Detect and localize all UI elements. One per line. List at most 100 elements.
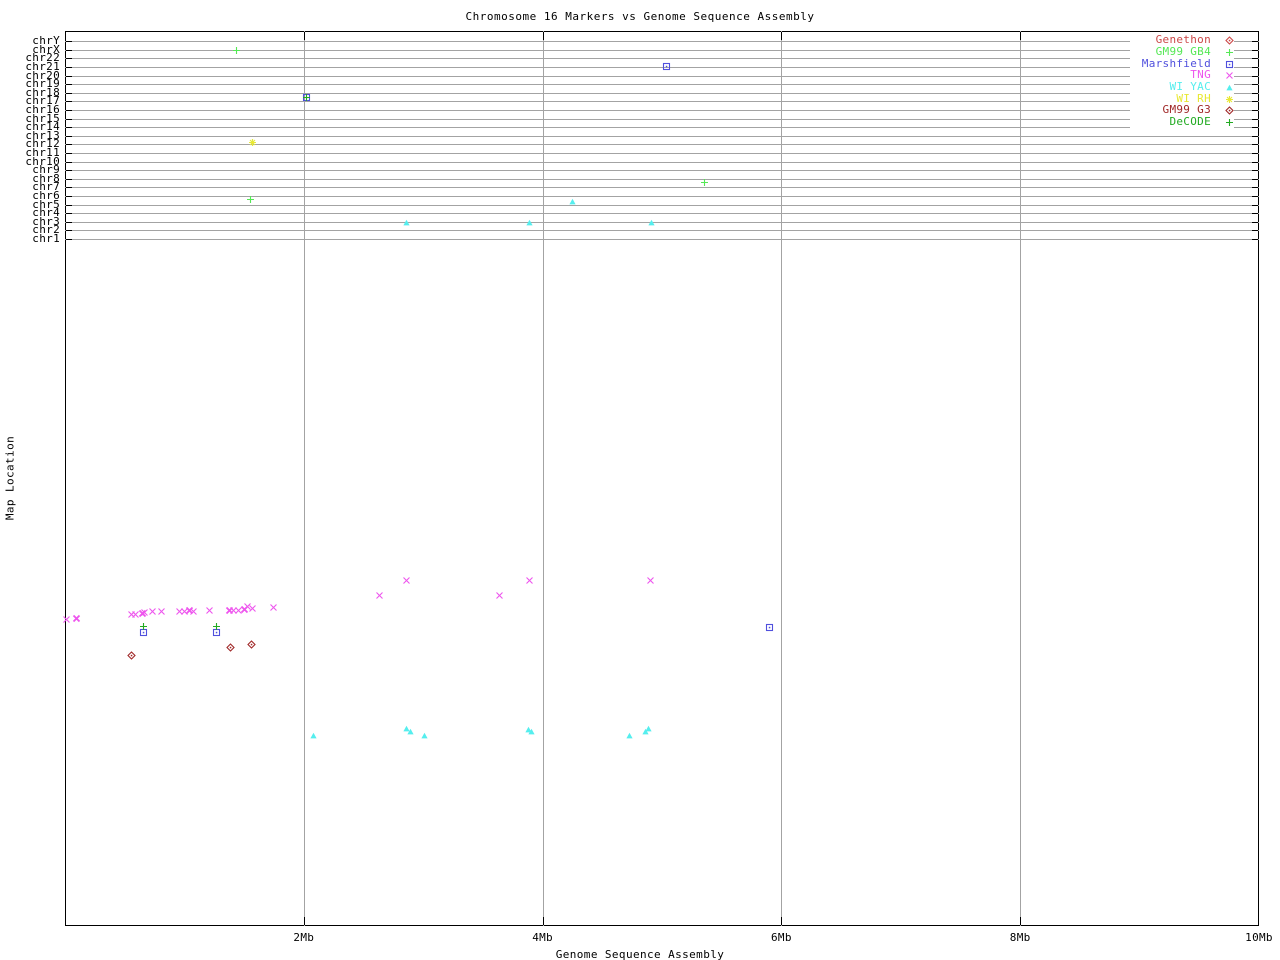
marker-gm99-g3 (226, 642, 236, 652)
x-tick-label: 8Mb (1009, 931, 1031, 944)
y-tick-right (1252, 92, 1258, 94)
y-tick-left (66, 187, 72, 189)
marker-tng (240, 604, 249, 613)
marker-tng (72, 613, 81, 622)
marker-tng (140, 607, 149, 617)
y-tick-right (1252, 213, 1258, 215)
marker-gm99-g3 (127, 650, 137, 661)
diamond-dot-icon (1225, 105, 1234, 116)
marker-tng (148, 606, 157, 616)
x-axis-title: Genome Sequence Assembly (555, 948, 725, 960)
chrom-row-line (65, 118, 1259, 120)
chrom-row-line (65, 239, 1259, 240)
x-gridline (542, 31, 544, 926)
triangle-icon (1225, 82, 1234, 91)
y-tick-left (66, 101, 72, 103)
chrom-label: chr7 (32, 180, 60, 194)
plus-icon (1225, 47, 1234, 57)
chrom-row-line (65, 41, 1259, 43)
y-tick-left (66, 75, 72, 77)
chrom-label: chr6 (32, 189, 60, 203)
y-tick-left (66, 127, 72, 129)
chrom-row-line (65, 135, 1259, 137)
marker-wi-rh (248, 137, 257, 147)
marker-tng (175, 606, 184, 616)
chrom-label: chr17 (25, 94, 60, 108)
marker-gm99-gb4 (246, 194, 255, 203)
legend-row: Marshfield (1130, 57, 1234, 69)
y-tick-right (1252, 58, 1258, 60)
y-tick-right (1252, 127, 1258, 129)
legend-label: GM99 G3 (1162, 103, 1211, 117)
y-tick-left (66, 49, 72, 51)
y-tick-right (1252, 101, 1258, 103)
x-icon (1225, 70, 1234, 80)
marker-wi-yac (641, 726, 650, 735)
marker-tng (375, 590, 384, 599)
marker-wi-yac (644, 723, 653, 732)
chrom-label: chr13 (25, 128, 60, 142)
legend-label: Genethon (1155, 33, 1211, 47)
x-tick-top (1020, 32, 1022, 40)
marker-tng (646, 575, 655, 585)
marker-wi-yac (402, 723, 411, 732)
marker-tng (243, 601, 252, 611)
y-tick-left (66, 196, 72, 198)
y-tick-left (66, 58, 72, 60)
y-tick-right (1252, 161, 1258, 163)
legend-label: TNG (1190, 68, 1211, 82)
marker-wi-yac (309, 730, 318, 739)
chrom-label: chr2 (32, 223, 60, 237)
y-tick-left (66, 153, 72, 155)
y-tick-right (1252, 239, 1258, 240)
chrom-label: chr11 (25, 146, 60, 160)
y-tick-right (1252, 153, 1258, 155)
chart-title: Chromosome 16 Markers vs Genome Sequence… (465, 10, 815, 23)
chrom-row-line (65, 84, 1259, 86)
legend: Genethon GM99 GB4 Marshfield TNG WI YAC WI RH… (1130, 34, 1234, 128)
marker-wi-yac (406, 726, 415, 735)
chrom-row-line (65, 75, 1259, 77)
y-tick-right (1252, 75, 1258, 77)
marker-tng (234, 605, 243, 615)
legend-row: GM99 G3 (1130, 104, 1234, 116)
marker-gm99-g3 (246, 639, 256, 649)
chrom-label: chr20 (25, 68, 60, 82)
y-tick-right (1252, 41, 1258, 43)
x-tick-label: 6Mb (771, 931, 792, 944)
chrom-label: chr15 (25, 111, 60, 125)
marker-wi-yac (647, 217, 656, 226)
legend-label: Marshfield (1141, 56, 1211, 70)
marker-tng (62, 614, 71, 623)
marker-tng (131, 609, 140, 619)
marker-wi-yac (402, 217, 411, 226)
y-tick-left (66, 41, 72, 43)
asterisk-icon (1225, 94, 1234, 103)
x-tick-label: 10Mb (1245, 931, 1273, 944)
y-tick-right (1252, 67, 1258, 69)
y-tick-left (66, 144, 72, 146)
chrom-row-line (65, 67, 1259, 69)
y-tick-right (1252, 118, 1258, 120)
y-tick-left (66, 204, 72, 206)
chrom-label: chr21 (25, 60, 60, 74)
chrom-label: chr5 (32, 197, 60, 211)
chrom-row-line (65, 187, 1259, 189)
y-tick-right (1252, 178, 1258, 180)
y-tick-right (1252, 204, 1258, 206)
marker-tng (138, 608, 147, 617)
y-tick-left (66, 135, 72, 137)
plus-icon (1225, 117, 1234, 127)
marker-wi-yac (420, 730, 429, 739)
marker-wi-yac (524, 724, 533, 733)
y-tick-right (1252, 221, 1258, 223)
y-tick-right (1252, 144, 1258, 146)
x-tick-top (303, 32, 305, 40)
y-tick-right (1252, 135, 1258, 137)
chrom-label: chr3 (32, 214, 60, 228)
chrom-row-line (65, 204, 1259, 206)
marker-gm99-gb4 (700, 177, 709, 186)
marker-tng (495, 590, 504, 599)
legend-row: TNG (1130, 69, 1234, 81)
